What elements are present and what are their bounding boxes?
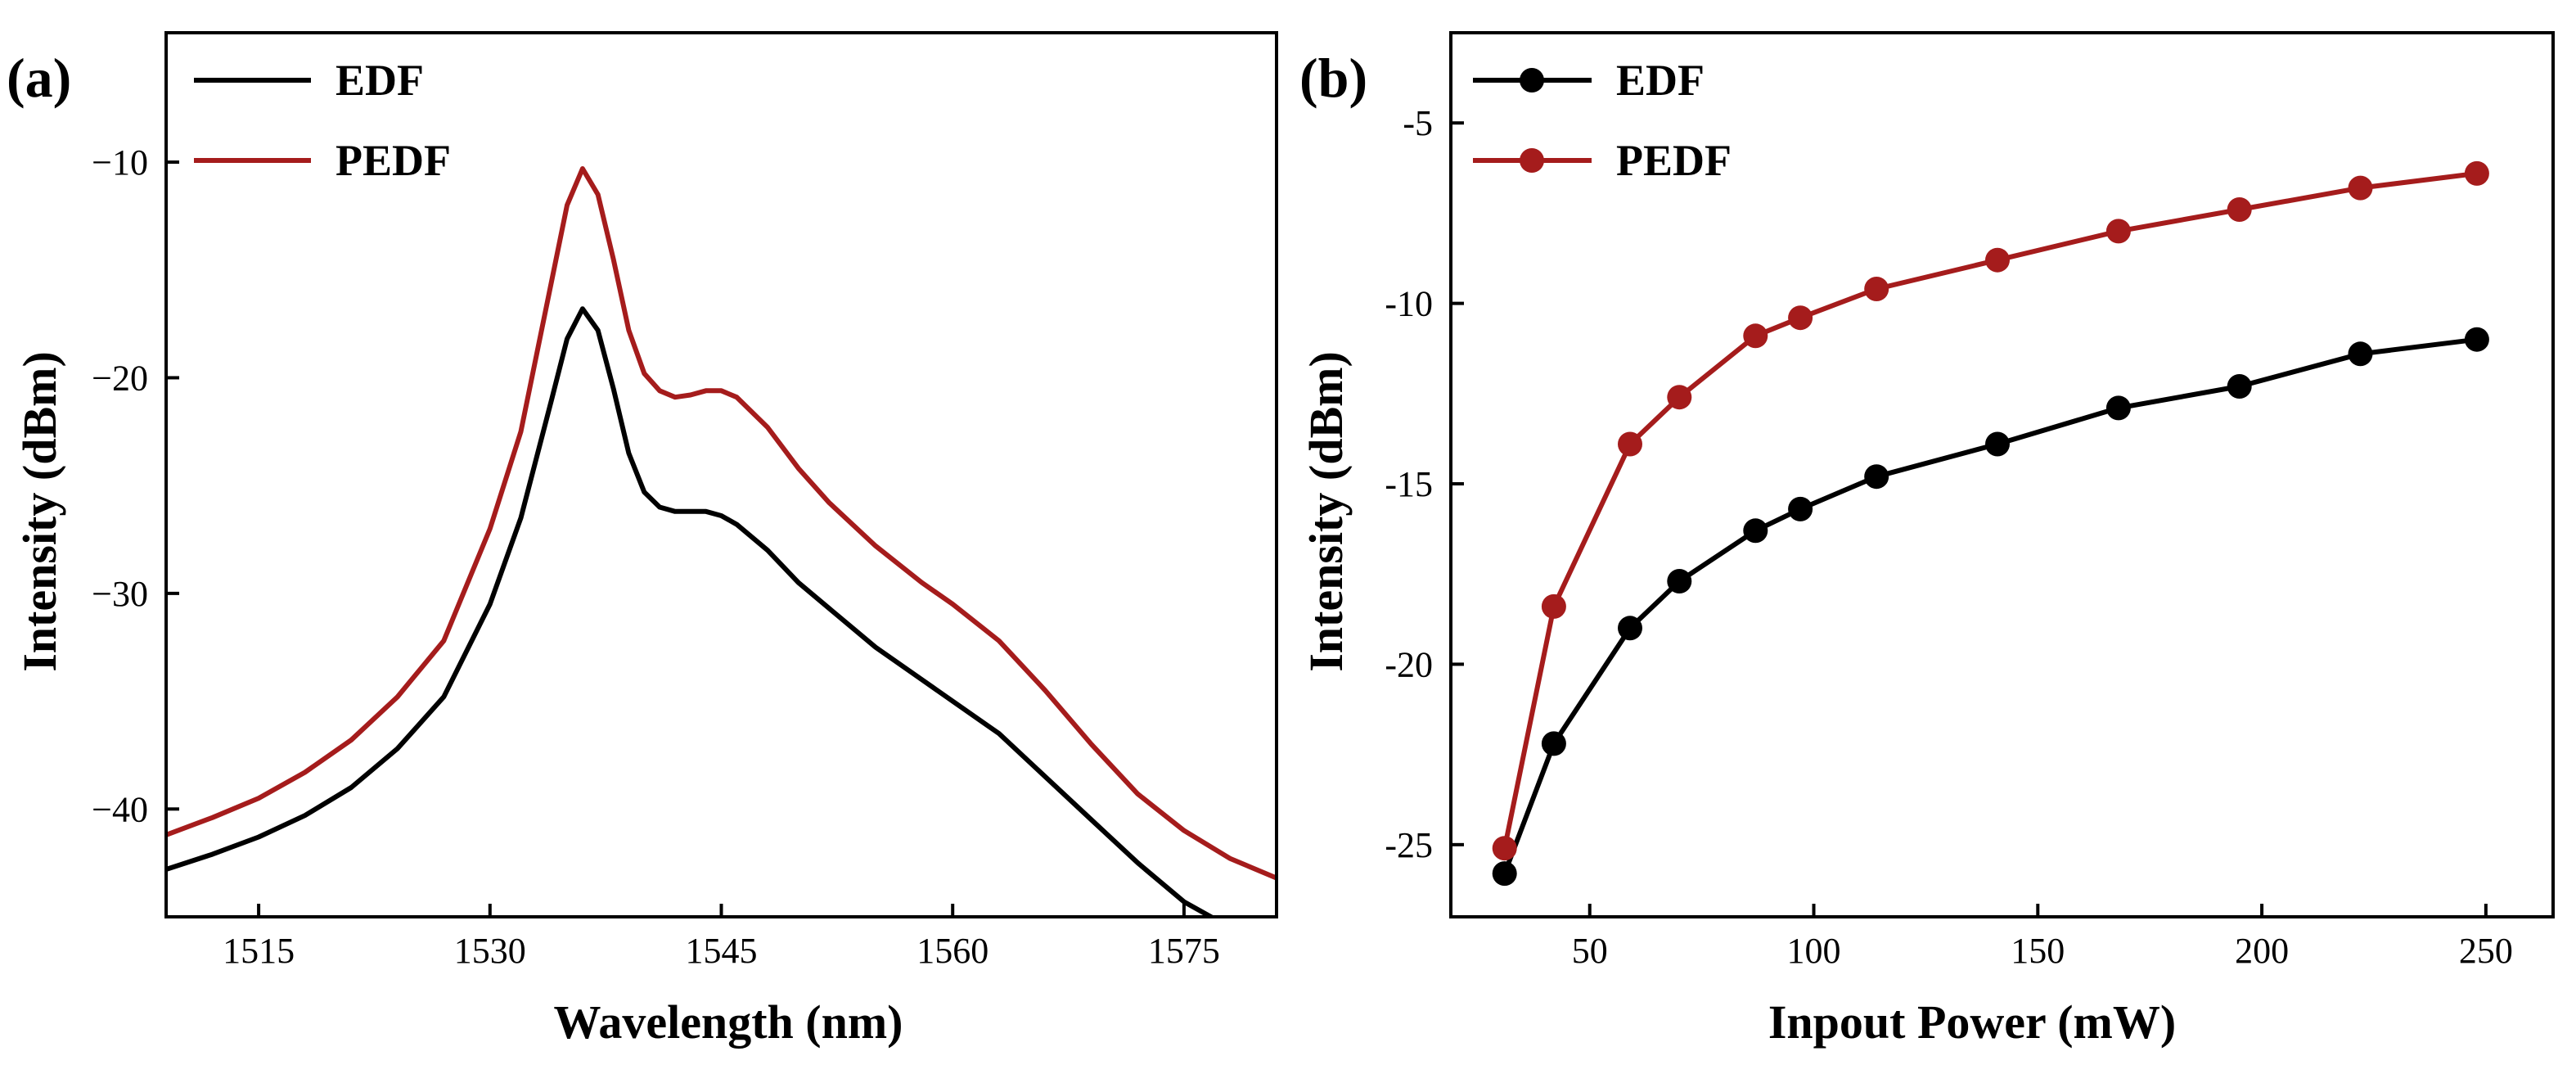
panel-b-x-tick-label: 250 bbox=[2459, 931, 2513, 971]
panel-b-edf-point bbox=[2105, 395, 2131, 421]
panel-a-x-tick-label: 1545 bbox=[686, 931, 758, 971]
panel-b-edf-point bbox=[1667, 569, 1692, 593]
panel-b-edf-point bbox=[1492, 861, 1517, 887]
panel-b-legend-pedf-label: PEDF bbox=[1616, 136, 1732, 185]
panel-b-y-tick-label: -15 bbox=[1385, 464, 1433, 504]
panel-a-x-tick-label: 1560 bbox=[916, 931, 989, 971]
panel-b-x-tick-label: 100 bbox=[1787, 931, 1841, 971]
panel-a-legend: EDF PEDF bbox=[194, 56, 451, 185]
panel-b-edf-point bbox=[1743, 518, 1768, 544]
panel-a-x-axis-title: Wavelength (nm) bbox=[554, 995, 903, 1049]
panel-b-y-tick-label: -5 bbox=[1403, 103, 1433, 143]
panel-a-y-tick-label: −10 bbox=[92, 142, 148, 183]
panel-b-pedf-point bbox=[1864, 277, 1889, 301]
panel-a-y-axis-title: Intensity (dBm) bbox=[13, 351, 66, 672]
panel-a-chart: 1515 1530 1545 1560 1575 −40 −30 −20 −10 (a) Wav… bbox=[7, 31, 1278, 1049]
panel-b-pedf-point bbox=[2348, 175, 2373, 201]
panel-b-pedf-point bbox=[1985, 247, 2010, 273]
panel-b-label: (b) bbox=[1299, 47, 1367, 109]
panel-b-edf-point bbox=[1618, 616, 1642, 641]
panel-b-pedf-point bbox=[2105, 219, 2131, 244]
panel-b-edf-point bbox=[2348, 341, 2373, 367]
panel-a-plot-frame bbox=[164, 31, 1278, 918]
panel-b-edf-point bbox=[2227, 374, 2252, 399]
panel-a-series-pedf-line bbox=[166, 166, 1277, 881]
panel-a-x-tick-label: 1515 bbox=[223, 931, 295, 971]
panel-a-x-tick-label: 1530 bbox=[454, 931, 526, 971]
panel-b-x-tick-label: 200 bbox=[2235, 931, 2289, 971]
panel-b-edf-point bbox=[1985, 431, 2010, 457]
panel-a-label: (a) bbox=[7, 47, 71, 109]
panel-b-y-tick-label: -10 bbox=[1385, 284, 1433, 324]
panel-b-legend-edf-label: EDF bbox=[1616, 56, 1705, 105]
panel-b-pedf-point bbox=[1743, 323, 1768, 349]
panel-a-series-edf-line bbox=[166, 306, 1217, 917]
panel-a-legend-pedf-label: PEDF bbox=[336, 136, 451, 185]
panel-b-series-edf-line bbox=[1502, 336, 2479, 877]
panel-b-y-tick-label: -25 bbox=[1385, 825, 1433, 865]
panel-b-x-tick-label: 150 bbox=[2011, 931, 2065, 971]
panel-b-legend-pedf-marker bbox=[1520, 148, 1544, 173]
panel-b-legend: EDF PEDF bbox=[1473, 56, 1732, 185]
panel-b-edf-point bbox=[1864, 464, 1889, 490]
panel-a-legend-edf-label: EDF bbox=[336, 56, 424, 105]
panel-b-edf-point bbox=[1541, 731, 1566, 756]
panel-b-pedf-point bbox=[2464, 160, 2489, 186]
panel-b-pedf-point bbox=[1541, 593, 1566, 619]
panel-b-chart: 50 100 150 200 250 -25 -20 -15 -10 -5 (b) Inpout … bbox=[1299, 31, 2555, 1049]
panel-a-y-tick-label: −20 bbox=[92, 358, 148, 398]
panel-b-pedf-point bbox=[2227, 197, 2252, 222]
panel-a-x-tick-label: 1575 bbox=[1148, 931, 1220, 971]
panel-b-edf-point bbox=[2464, 327, 2489, 352]
panel-b-series-pedf-line bbox=[1502, 170, 2479, 851]
panel-b-pedf-point bbox=[1618, 431, 1642, 457]
panel-b-y-tick-label: -20 bbox=[1385, 644, 1433, 684]
panel-b-pedf-point bbox=[1667, 385, 1692, 410]
panel-b-legend-edf-marker bbox=[1520, 68, 1544, 93]
panel-a-y-tick-label: −30 bbox=[92, 574, 148, 614]
panel-b-plot-frame bbox=[1449, 31, 2555, 918]
panel-b-edf-point bbox=[1788, 496, 1813, 521]
panel-b-x-axis-title: Inpout Power (mW) bbox=[1768, 995, 2176, 1049]
panel-a-y-tick-label: −40 bbox=[92, 789, 148, 829]
panel-b-y-axis-title: Intensity (dBm) bbox=[1299, 351, 1353, 672]
panel-b-x-tick-label: 50 bbox=[1572, 931, 1608, 971]
panel-b-pedf-point bbox=[1788, 305, 1813, 331]
panel-b-pedf-point bbox=[1492, 836, 1517, 861]
